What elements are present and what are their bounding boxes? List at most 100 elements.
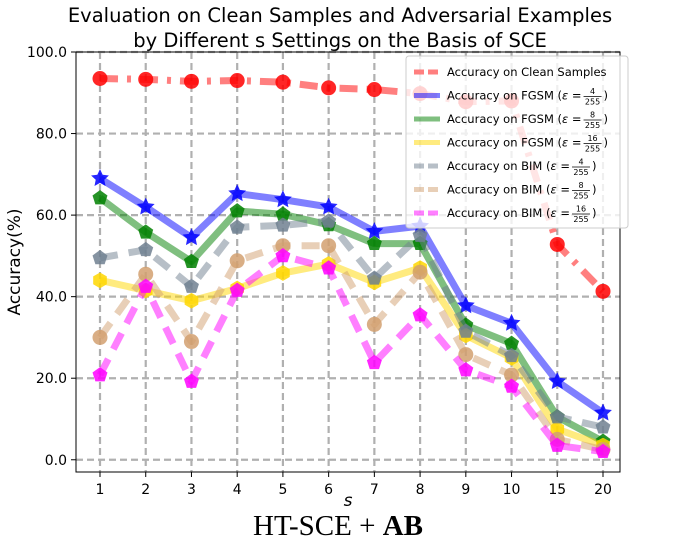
chart-title-line-2: by Different s Settings on the Basis of … [133, 29, 547, 52]
data-point [138, 266, 154, 282]
legend-fraction-denominator: 255 [585, 145, 600, 154]
data-point [183, 334, 199, 350]
data-point [595, 419, 611, 434]
x-tick-label: 2 [141, 482, 150, 498]
x-tick-label: 8 [416, 482, 425, 498]
data-point [595, 443, 611, 458]
legend-label: Accuracy on BIM ( [447, 206, 550, 220]
legend-label: Accuracy on FGSM ( [447, 112, 562, 126]
data-point [138, 278, 154, 293]
data-point [229, 203, 245, 218]
data-point [229, 73, 245, 89]
legend-box [405, 55, 629, 229]
y-tick-label: 60.0 [36, 208, 67, 224]
data-point [229, 219, 245, 234]
data-point [504, 347, 520, 363]
data-point [276, 265, 290, 281]
data-point [275, 74, 291, 90]
x-tick-label: 20 [594, 482, 612, 498]
y-tick-label: 0.0 [45, 453, 67, 469]
data-point [92, 71, 108, 87]
series-line [97, 242, 604, 453]
legend-fraction-numerator: 8 [590, 111, 595, 120]
y-axis-label: Accuracy(%) [5, 208, 25, 315]
data-point [412, 264, 428, 280]
legend-epsilon: ε = [550, 183, 570, 197]
series-line [97, 195, 605, 445]
x-tick-label: 10 [503, 482, 521, 498]
y-axis: 0.0 20.0 40.0 60.0 80.0 100.0 [27, 45, 76, 469]
series-line [99, 217, 604, 431]
data-point [228, 184, 247, 202]
data-point [502, 313, 521, 331]
x-tick-label: 5 [278, 482, 287, 498]
data-point [92, 190, 108, 205]
x-axis: 1 2 3 4 5 6 7 8 9 10 15 20 [96, 472, 612, 498]
y-tick-label: 40.0 [36, 290, 67, 306]
data-point [273, 190, 292, 208]
data-point [321, 238, 337, 254]
series-line [96, 252, 604, 456]
chart-title-line-1: Evaluation on Clean Samples and Adversar… [68, 4, 612, 27]
data-point [91, 169, 109, 186]
caption-bold: AB [382, 510, 423, 542]
legend-close-paren: ) [592, 159, 597, 173]
data-point [458, 323, 474, 338]
x-tick-label: 4 [233, 482, 242, 498]
data-point [548, 372, 567, 390]
data-point [275, 217, 291, 232]
data-point [92, 329, 108, 345]
data-point [594, 403, 612, 421]
data-point [366, 270, 382, 285]
data-point [182, 228, 201, 246]
data-point [412, 227, 428, 242]
x-tick-label: 3 [187, 482, 196, 498]
data-point [275, 206, 291, 221]
data-point [138, 224, 154, 239]
data-point [458, 347, 474, 363]
data-point [365, 222, 384, 239]
y-tick-label: 80.0 [36, 127, 67, 143]
data-point [92, 367, 108, 382]
legend-epsilon: ε = [562, 112, 582, 126]
y-tick-label: 20.0 [36, 371, 67, 387]
legend-close-paren: ) [592, 183, 597, 197]
chart-figure: Evaluation on Clean Samples and Adversar… [5, 4, 629, 510]
legend-label: Accuracy on FGSM ( [447, 136, 562, 150]
legend-close-paren: ) [604, 136, 609, 150]
data-point [275, 238, 291, 254]
legend-epsilon: ε = [562, 89, 582, 103]
data-point [321, 80, 337, 96]
data-point [412, 307, 428, 322]
data-point [549, 409, 565, 424]
data-point [504, 335, 520, 350]
legend-fraction-numerator: 16 [587, 134, 597, 143]
series-layer [91, 71, 612, 458]
data-point [138, 71, 154, 87]
data-point [229, 282, 245, 297]
data-point [92, 250, 108, 265]
legend-fraction-denominator: 255 [573, 192, 588, 201]
series-2 [91, 169, 612, 421]
data-point [183, 73, 199, 89]
series-line [99, 75, 606, 294]
legend-fraction-numerator: 8 [578, 181, 583, 190]
series-line [98, 175, 605, 416]
legend-fraction-denominator: 255 [573, 215, 588, 224]
data-point [229, 253, 245, 269]
legend-label: Accuracy on Clean Samples [447, 65, 607, 79]
data-point [321, 260, 337, 275]
data-point [183, 373, 199, 388]
legend-close-paren: ) [604, 89, 609, 103]
x-tick-label: 6 [324, 482, 333, 498]
data-point [319, 197, 338, 215]
legend-close-paren: ) [604, 112, 609, 126]
plot-frame [75, 51, 621, 473]
data-point [136, 197, 155, 215]
legend-label: Accuracy on BIM ( [447, 183, 550, 197]
x-tick-label: 9 [461, 482, 470, 498]
legend-epsilon: ε = [562, 136, 582, 150]
x-tick-label: 1 [96, 482, 105, 498]
data-point [183, 253, 199, 268]
legend: Accuracy on Clean Samples Accuracy on FGS… [405, 55, 629, 229]
